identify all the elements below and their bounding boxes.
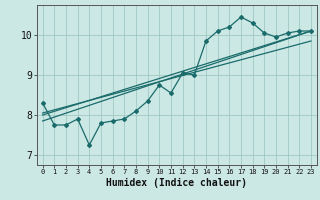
- X-axis label: Humidex (Indice chaleur): Humidex (Indice chaleur): [106, 178, 247, 188]
